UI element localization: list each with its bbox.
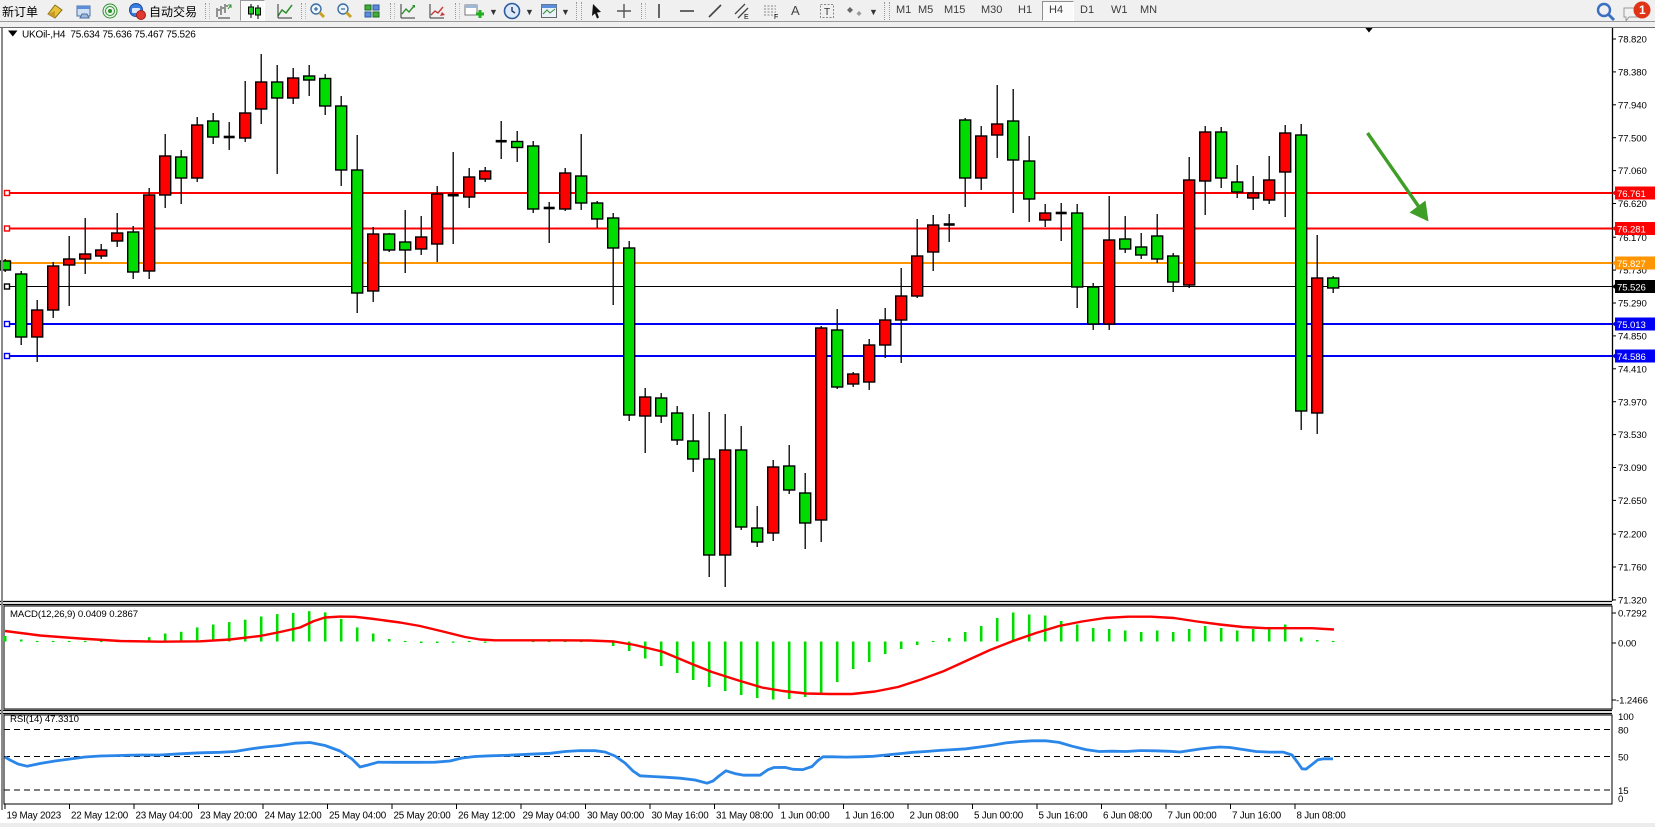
svg-text:73.970: 73.970 (1618, 397, 1647, 408)
svg-text:25 May 04:00: 25 May 04:00 (329, 811, 387, 822)
svg-text:80: 80 (1618, 725, 1628, 736)
svg-text:15: 15 (1618, 786, 1628, 797)
svg-text:77.060: 77.060 (1618, 166, 1647, 177)
svg-text:78.820: 78.820 (1618, 35, 1647, 46)
svg-text:77.940: 77.940 (1618, 100, 1647, 111)
svg-text:30 May 00:00: 30 May 00:00 (587, 811, 645, 822)
svg-text:26 May 12:00: 26 May 12:00 (458, 811, 516, 822)
svg-text:76.170: 76.170 (1618, 233, 1647, 244)
svg-text:UKOil-,H4 75.634 75.636 75.46: UKOil-,H4 75.634 75.636 75.467 75.526 (22, 29, 196, 40)
svg-text:22 May 12:00: 22 May 12:00 (71, 811, 129, 822)
svg-text:2 Jun 08:00: 2 Jun 08:00 (910, 811, 960, 822)
svg-text:74.850: 74.850 (1618, 332, 1647, 343)
svg-text:0: 0 (1618, 794, 1623, 805)
svg-text:75.013: 75.013 (1617, 320, 1646, 331)
svg-text:74.586: 74.586 (1617, 352, 1646, 363)
svg-text:75.526: 75.526 (1617, 282, 1646, 293)
svg-text:30 May 16:00: 30 May 16:00 (652, 811, 710, 822)
svg-text:77.500: 77.500 (1618, 133, 1647, 144)
svg-text:1 Jun 00:00: 1 Jun 00:00 (781, 811, 831, 822)
svg-text:24 May 12:00: 24 May 12:00 (265, 811, 323, 822)
svg-text:31 May 08:00: 31 May 08:00 (716, 811, 774, 822)
svg-text:75.290: 75.290 (1618, 299, 1647, 310)
svg-text:7 Jun 00:00: 7 Jun 00:00 (1168, 811, 1218, 822)
svg-text:50: 50 (1618, 752, 1628, 763)
svg-text:0.7292: 0.7292 (1618, 609, 1647, 620)
svg-text:71.320: 71.320 (1618, 596, 1647, 607)
svg-text:100: 100 (1618, 712, 1634, 723)
svg-text:76.761: 76.761 (1617, 189, 1646, 200)
svg-text:71.760: 71.760 (1618, 563, 1647, 574)
svg-text:MACD(12,26,9) 0.0409 0.2867: MACD(12,26,9) 0.0409 0.2867 (10, 609, 138, 620)
svg-text:7 Jun 16:00: 7 Jun 16:00 (1232, 811, 1282, 822)
svg-text:5 Jun 16:00: 5 Jun 16:00 (1039, 811, 1089, 822)
svg-text:-1.2466: -1.2466 (1616, 696, 1648, 707)
svg-text:73.530: 73.530 (1618, 430, 1647, 441)
svg-text:29 May 04:00: 29 May 04:00 (523, 811, 581, 822)
svg-text:76.281: 76.281 (1617, 224, 1646, 235)
svg-text:75.730: 75.730 (1618, 266, 1647, 277)
svg-text:0.00: 0.00 (1618, 639, 1636, 650)
svg-text:T: T (824, 7, 830, 18)
svg-text:6 Jun 08:00: 6 Jun 08:00 (1103, 811, 1153, 822)
svg-text:RSI(14) 47.3310: RSI(14) 47.3310 (10, 714, 79, 725)
svg-text:23 May 20:00: 23 May 20:00 (200, 811, 258, 822)
svg-text:72.200: 72.200 (1618, 530, 1647, 541)
svg-text:1: 1 (1639, 3, 1646, 17)
svg-text:72.650: 72.650 (1618, 496, 1647, 507)
svg-text:76.620: 76.620 (1618, 199, 1647, 210)
svg-text:75.827: 75.827 (1617, 259, 1646, 270)
svg-text:73.090: 73.090 (1618, 463, 1647, 474)
svg-text:25 May 20:00: 25 May 20:00 (394, 811, 452, 822)
svg-text:23 May 04:00: 23 May 04:00 (136, 811, 194, 822)
svg-text:E: E (744, 14, 749, 20)
svg-text:19 May 2023: 19 May 2023 (7, 811, 62, 822)
svg-text:F: F (774, 14, 778, 20)
svg-text:78.380: 78.380 (1618, 68, 1647, 79)
svg-text:74.410: 74.410 (1618, 364, 1647, 375)
svg-text:5 Jun 00:00: 5 Jun 00:00 (974, 811, 1024, 822)
svg-text:8 Jun 08:00: 8 Jun 08:00 (1297, 811, 1347, 822)
svg-text:1 Jun 16:00: 1 Jun 16:00 (845, 811, 895, 822)
